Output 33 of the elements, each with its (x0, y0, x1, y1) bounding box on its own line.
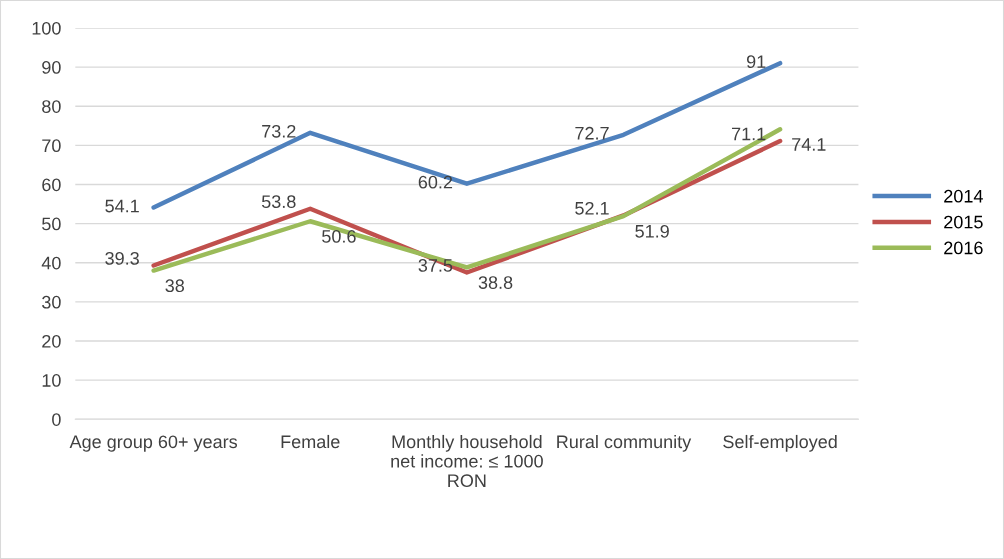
y-tick-label: 0 (52, 413, 61, 426)
data-label: 51.9 (635, 224, 669, 238)
y-tick-label: 80 (42, 100, 61, 113)
data-label: 53.8 (261, 195, 296, 209)
data-label: 54.1 (105, 199, 139, 213)
data-label: 60.2 (418, 175, 453, 189)
data-label: 52.1 (575, 201, 609, 215)
y-tick-label: 50 (42, 217, 61, 231)
legend-label: 2015 (944, 215, 983, 229)
x-tick-label: Rural community (557, 434, 692, 452)
y-tick-label: 40 (41, 256, 61, 270)
data-label: 72.7 (575, 126, 609, 140)
x-tick-label: Female (281, 434, 340, 449)
data-label: 50.6 (322, 229, 356, 243)
y-tick-label: 10 (42, 374, 61, 387)
y-tick-label: 70 (42, 139, 61, 153)
data-label: 73.2 (262, 124, 296, 138)
data-label: 38.8 (478, 276, 513, 289)
x-tick-label: Age group 60+ years (69, 435, 238, 452)
x-tick-label: Self-employed (723, 434, 837, 452)
data-label: 71.1 (732, 127, 766, 141)
data-label: 38 (165, 279, 185, 293)
data-label: 39.3 (105, 251, 139, 265)
y-tick-label: 30 (42, 295, 61, 309)
data-label: 91 (746, 55, 766, 69)
y-tick-label: 100 (32, 21, 61, 35)
data-label: 74.1 (792, 138, 826, 151)
x-tick-label: Monthly household net income: ≤ 1000 RON (391, 434, 543, 488)
y-tick-label: 90 (42, 61, 61, 74)
y-tick-label: 20 (42, 334, 61, 348)
legend-label: 2014 (944, 189, 983, 203)
legend-label: 2016 (944, 241, 983, 255)
y-tick-label: 60 (42, 178, 61, 192)
